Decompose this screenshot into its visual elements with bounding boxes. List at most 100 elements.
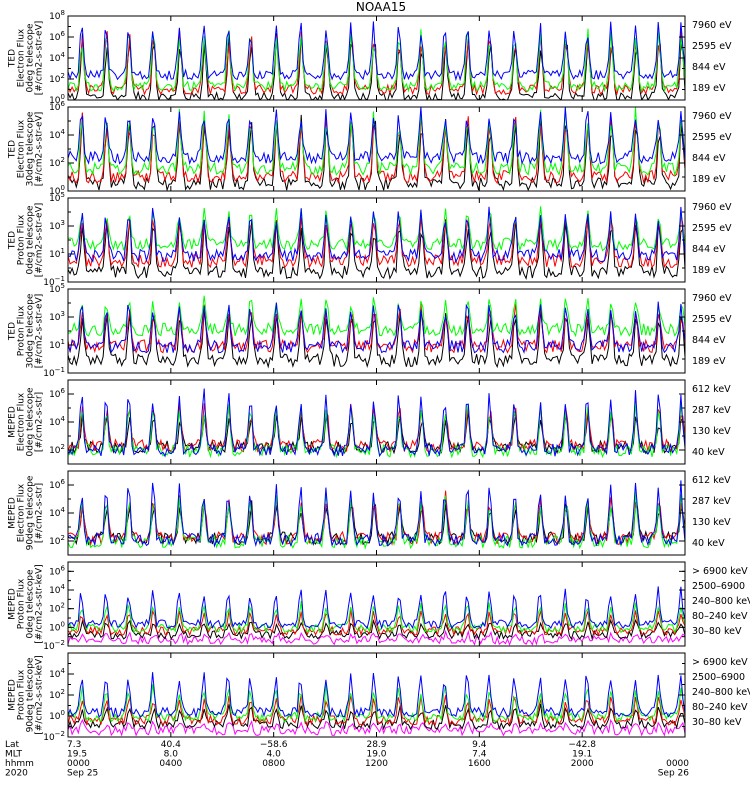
x-axis-labels: Lat 7.3 40.4 −58.6 28.9 9.4 −42.8 MLT 19.5 8.0 4.0… (5, 740, 689, 779)
legend-entry: 2500–6900 (692, 672, 745, 683)
series-line-80-240-kev (68, 684, 685, 724)
legend-entry: 2595 eV (692, 223, 732, 234)
y-axis-label-line: [#/cm2-s-str-eV] (35, 21, 45, 96)
x-tick-label: 7.3 (67, 740, 81, 750)
y-tick-label: 101 (49, 247, 65, 260)
y-tick-label: 104 (49, 667, 65, 680)
x-tick-label: 28.9 (366, 740, 386, 750)
y-axis-label-line: [#/cm2-s-str-keV] (35, 655, 45, 734)
y-axis-label-line: 30deg telescope (26, 111, 36, 186)
legend-entry: 189 eV (692, 83, 726, 94)
legend-entry: 844 eV (692, 244, 726, 255)
y-axis-label: MEPEDElectron Flux90deg telescope[#/cm2-… (8, 475, 45, 550)
legend-entry: 844 eV (692, 335, 726, 346)
y-axis-label-line: [#/cm2-s-str] (35, 392, 45, 452)
legend-entry: 40 keV (692, 538, 725, 549)
y-axis-label-line: 90deg telescope (26, 657, 36, 732)
y-axis-label-line: Proton Flux (17, 305, 27, 356)
series-line-7960-ev (68, 214, 685, 280)
y-tick-label: 10−1 (43, 366, 65, 379)
y-tick-label: 106 (49, 30, 65, 43)
y-tick-label: 104 (49, 415, 65, 428)
x-tick-label: 4.0 (267, 750, 282, 760)
panel-7-traces (68, 586, 685, 646)
panel-5: 102 104 106 MEPEDElectron Flux0deg telescop… (8, 379, 731, 465)
x-tick-label: 19.0 (366, 750, 386, 760)
y-axis-label-line: [#/cm2-s-str-eV] (35, 294, 45, 369)
y-axis-label-line: 0deg telescope (26, 205, 36, 275)
legend-entry: 189 eV (692, 356, 726, 367)
legend-entry: 189 eV (692, 265, 726, 276)
chart-title: NOAA15 (356, 0, 406, 14)
y-axis-label-line: [#/cm2-s-str-keV] (35, 564, 45, 643)
legend-entry: 2500–6900 (692, 581, 745, 592)
x-tick-label: 0800 (262, 759, 285, 769)
y-tick-label: 102 (49, 688, 65, 701)
x-row-label: hhmm (5, 759, 34, 769)
x-row-label: MLT (5, 750, 23, 760)
y-tick-label: 106 (49, 387, 65, 400)
y-tick-label: 100 (49, 709, 65, 722)
x-tick-label: 19.5 (67, 750, 87, 760)
y-axis-label-line: Electron Flux (17, 28, 27, 87)
y-tick-label: 106 (49, 478, 65, 491)
x-tick-label: Sep 26 (658, 769, 690, 779)
legend-entry: 80–240 keV (692, 702, 748, 713)
series-line-844-ev (68, 28, 685, 93)
y-axis-label-line: 0deg telescope (26, 387, 36, 457)
y-tick-label: 102 (49, 72, 65, 85)
series-line--6900-kev (68, 629, 685, 646)
series-line-30-80-kev (68, 586, 685, 630)
legend-entry: 2595 eV (692, 132, 732, 143)
series-line-40-kev (68, 388, 685, 458)
x-tick-label: 19.1 (572, 750, 592, 760)
y-tick-label: 102 (49, 534, 65, 547)
y-axis-label-line: Electron Flux (17, 483, 27, 542)
panel-8: 10−2 100 102 104 MEPEDProton Flux90deg teles… (8, 652, 750, 743)
series-line-844-ev (68, 206, 685, 252)
series-line-844-ev (68, 107, 685, 177)
panel-4-traces (68, 295, 685, 369)
series-line-844-ev (68, 295, 685, 338)
y-axis-label-line: Electron Flux (17, 119, 27, 178)
series-line-189-ev (68, 21, 685, 82)
series-line--6900-kev (68, 718, 685, 737)
y-axis-label-line: TED (8, 231, 18, 250)
panel-7: 10−2 100 102 104 106 MEPEDProton Flux0deg tel… (8, 561, 750, 652)
y-tick-label: 10−2 (43, 639, 65, 652)
x-row-label: 2020 (5, 769, 28, 779)
y-axis-label-line: MEPED (8, 588, 18, 620)
panel-6: 102 104 106 MEPEDElectron Flux90deg telesco… (8, 470, 731, 556)
legend-entry: 30–80 keV (692, 626, 742, 637)
y-axis-label-line: 0deg telescope (26, 23, 36, 93)
series-line-287-kev (68, 490, 685, 547)
legend-entry: 2595 eV (692, 41, 732, 52)
legend-entry: 844 eV (692, 153, 726, 164)
panel-3-traces (68, 206, 685, 280)
y-tick-label: 104 (49, 583, 65, 596)
panel-1-traces (68, 21, 685, 100)
y-axis-label: MEPEDProton Flux0deg telescope[#/cm2-s-s… (8, 564, 45, 643)
legend-entry: 7960 eV (692, 202, 732, 213)
y-tick-label: 102 (49, 156, 65, 169)
x-tick-label: −58.6 (260, 740, 288, 750)
y-tick-label: 106 (49, 564, 65, 577)
legend-entry: 7960 eV (692, 111, 732, 122)
y-axis-label-line: TED (8, 49, 18, 68)
y-tick-label: 102 (49, 602, 65, 615)
y-axis-label-line: Proton Flux (17, 214, 27, 265)
legend-entry: > 6900 keV (692, 566, 748, 577)
y-tick-label: 108 (49, 9, 65, 22)
y-tick-label: 102 (49, 443, 65, 456)
y-axis-label: TEDProton Flux30deg telescope[#/cm2-s-st… (8, 293, 45, 368)
legend-entry: 130 keV (692, 426, 731, 437)
y-axis-label-line: Proton Flux (17, 669, 27, 720)
y-axis-label: MEPEDProton Flux90deg telescope[#/cm2-s-… (8, 655, 45, 734)
legend-entry: 80–240 keV (692, 611, 748, 622)
series-line-189-ev (68, 206, 685, 264)
legend-entry: 2595 eV (692, 314, 732, 325)
panel-5-traces (68, 388, 685, 459)
